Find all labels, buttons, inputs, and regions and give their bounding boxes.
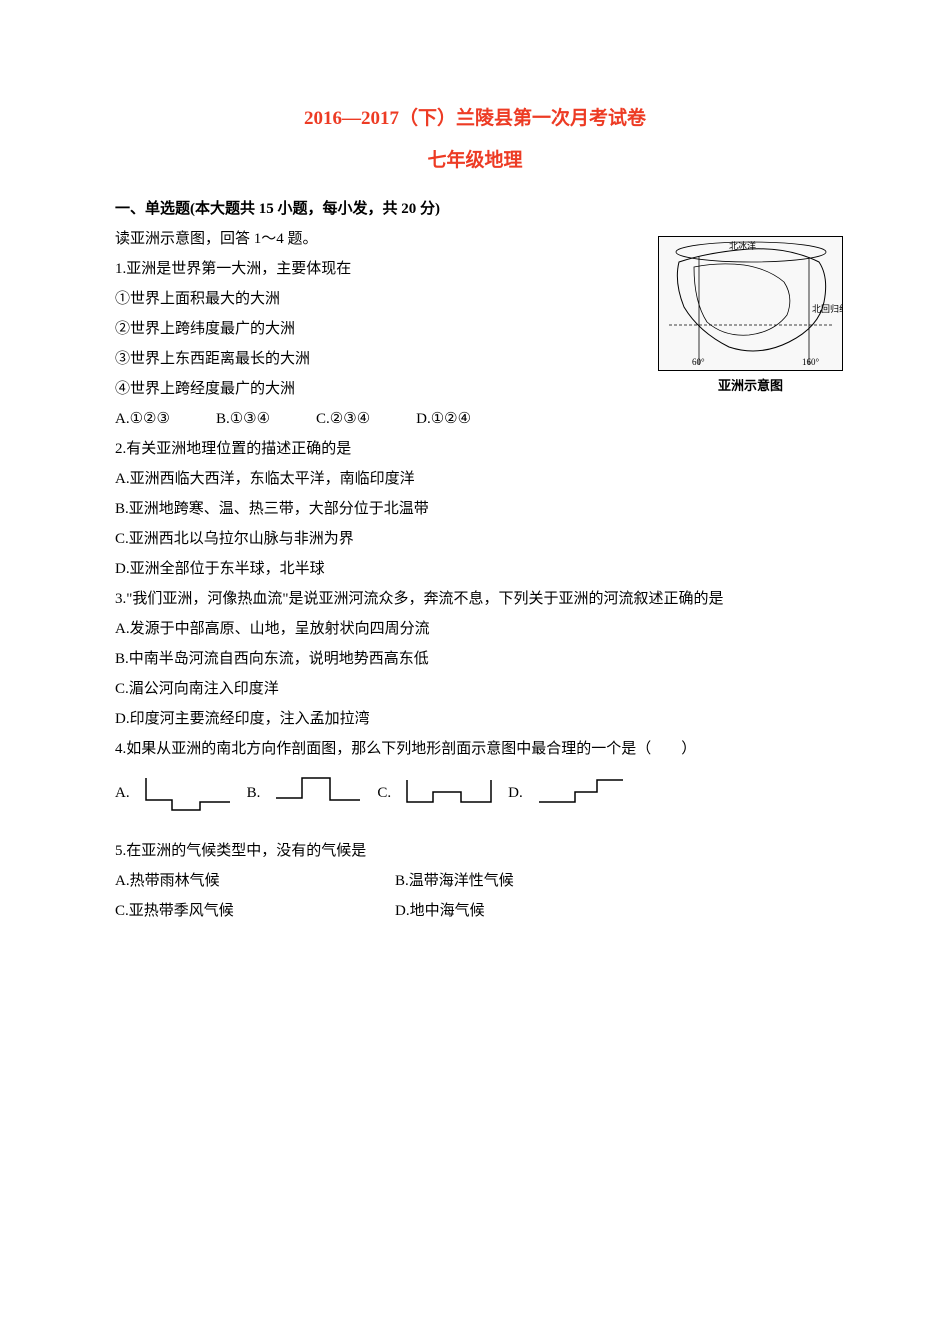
q5-stem: 5.在亚洲的气候类型中，没有的气候是 xyxy=(115,836,835,866)
q4-profile-B-icon xyxy=(272,772,365,814)
q2-optC: C.亚洲西北以乌拉尔山脉与非洲为界 xyxy=(115,524,835,554)
q4-profile-A-icon xyxy=(142,772,235,814)
map-figure: 北冰洋 北回归线 60° 160° 亚洲示意图 xyxy=(658,236,843,399)
q5-optC: C.亚热带季风气候 xyxy=(115,896,395,926)
title-sub: 七年级地理 xyxy=(115,142,835,180)
q4-profile-D-icon xyxy=(535,772,628,814)
q3-optC: C.湄公河向南注入印度洋 xyxy=(115,674,835,704)
q3-optD: D.印度河主要流经印度，注入孟加拉湾 xyxy=(115,704,835,734)
q4-profile-D-path xyxy=(539,780,623,802)
q4-profile-C-icon xyxy=(403,772,496,814)
q4-stem: 4.如果从亚洲的南北方向作剖面图，那么下列地形剖面示意图中最合理的一个是（ ） xyxy=(115,734,835,764)
q5-row1: A.热带雨林气候 B.温带海洋性气候 xyxy=(115,866,835,896)
q4-profile-C-path xyxy=(407,780,491,802)
q4-optA-label: A. xyxy=(115,778,130,808)
q4-profile-options: A. B. C. D. xyxy=(115,772,835,814)
q2-stem: 2.有关亚洲地理位置的描述正确的是 xyxy=(115,434,835,464)
q5-optB: B.温带海洋性气候 xyxy=(395,866,675,896)
q2-optD: D.亚洲全部位于东半球，北半球 xyxy=(115,554,835,584)
q3-optB: B.中南半岛河流自西向东流，说明地势西高东低 xyxy=(115,644,835,674)
q4-optB-label: B. xyxy=(247,778,261,808)
q2-optB: B.亚洲地跨寒、温、热三带，大部分位于北温带 xyxy=(115,494,835,524)
map-caption: 亚洲示意图 xyxy=(658,373,843,399)
q1-optD: D.①②④ xyxy=(416,404,471,434)
map-north-label: 北冰洋 xyxy=(729,240,756,251)
q5-row2: C.亚热带季风气候 D.地中海气候 xyxy=(115,896,835,926)
section-header: 一、单选题(本大题共 15 小题，每小发，共 20 分) xyxy=(115,194,835,224)
q1-optC: C.②③④ xyxy=(316,404,370,434)
q3-optA: A.发源于中部高原、山地，呈放射状向四周分流 xyxy=(115,614,835,644)
intro-block: 读亚洲示意图，回答 1～4 题。 北冰洋 北回归线 60° 160° 亚洲示意图… xyxy=(115,224,835,434)
q1-optB: B.①③④ xyxy=(216,404,270,434)
q5-optD: D.地中海气候 xyxy=(395,896,675,926)
map-lon160-label: 160° xyxy=(802,357,820,367)
q3-stem: 3."我们亚洲，河像热血流"是说亚洲河流众多，奔流不息，下列关于亚洲的河流叙述正… xyxy=(115,584,835,614)
q4-profile-A-path xyxy=(146,778,230,810)
q4-optC-label: C. xyxy=(377,778,391,808)
map-tropic-label: 北回归线 xyxy=(812,303,843,314)
q4-optD-label: D. xyxy=(508,778,523,808)
q1-options: A.①②③ B.①③④ C.②③④ D.①②④ xyxy=(115,404,835,434)
q1-optA: A.①②③ xyxy=(115,404,170,434)
title-main: 2016—2017（下）兰陵县第一次月考试卷 xyxy=(115,100,835,138)
map-lon60-label: 60° xyxy=(692,357,705,367)
q5-optA: A.热带雨林气候 xyxy=(115,866,395,896)
q4-profile-B-path xyxy=(276,778,360,800)
q2-optA: A.亚洲西临大西洋，东临太平洋，南临印度洋 xyxy=(115,464,835,494)
asia-map-icon: 北冰洋 北回归线 60° 160° xyxy=(658,236,843,371)
